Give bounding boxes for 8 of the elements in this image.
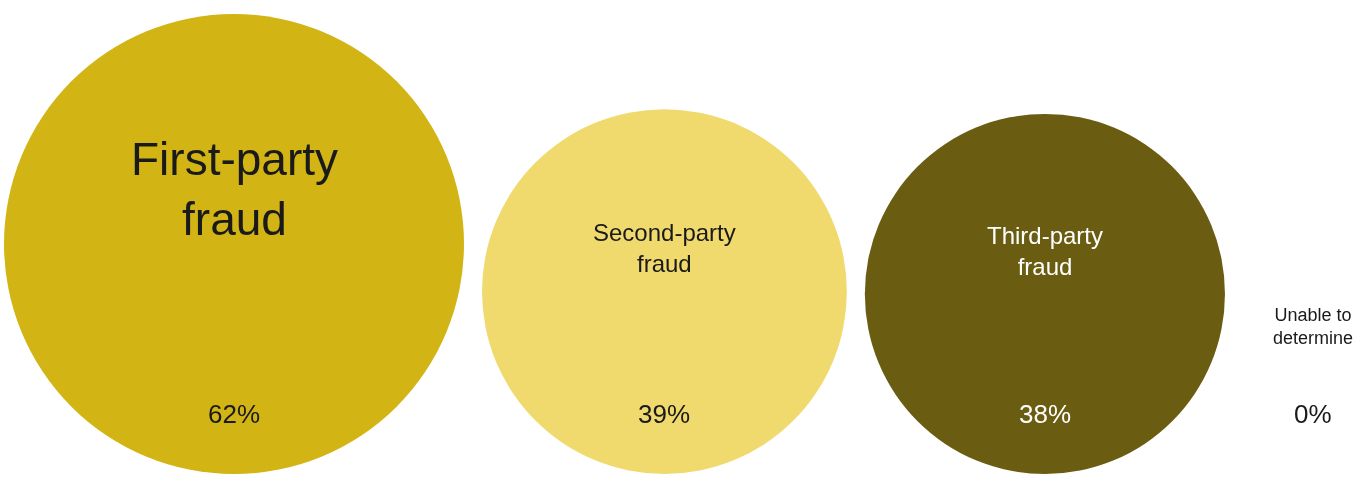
data-label: 62% (208, 399, 261, 429)
category-label: Third-party fraud (987, 222, 1104, 281)
category-label: Unable to determine (1273, 305, 1354, 349)
data-label: 38% (1019, 399, 1072, 429)
data-label: 39% (638, 399, 691, 429)
data-label: 0% (1294, 399, 1332, 429)
category-label: First-party fraud (131, 133, 338, 245)
category-label: Second-party fraud (593, 219, 736, 278)
